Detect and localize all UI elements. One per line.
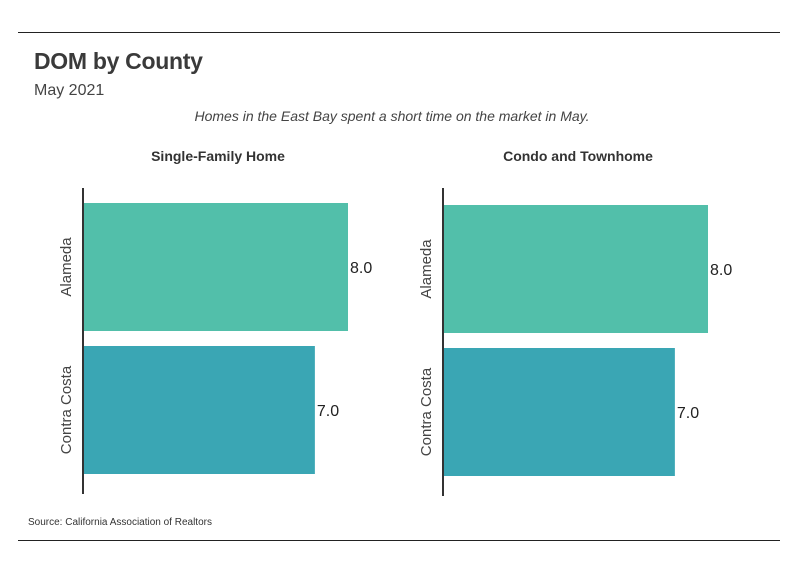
category-label-alameda-2: Alameda <box>418 239 435 299</box>
category-label-contra-costa-2: Contra Costa <box>418 367 435 456</box>
bar-contra-costa-2 <box>443 348 675 476</box>
value-label-contra-costa-2: 7.0 <box>677 405 699 422</box>
category-label-alameda-1: Alameda <box>58 237 75 297</box>
chart-note: Homes in the East Bay spent a short time… <box>194 108 590 124</box>
panel-title-single-family: Single-Family Home <box>151 148 285 164</box>
value-label-alameda-2: 8.0 <box>710 262 732 279</box>
bar-alameda-2 <box>443 205 708 333</box>
top-rule <box>18 32 780 33</box>
category-label-contra-costa-1: Contra Costa <box>58 365 75 454</box>
bar-alameda-1 <box>83 203 348 331</box>
page-subtitle: May 2021 <box>34 82 105 99</box>
bottom-rule <box>18 540 780 541</box>
bar-contra-costa-1 <box>83 346 315 474</box>
value-label-alameda-1: 8.0 <box>350 260 372 277</box>
panel-title-condo-townhome: Condo and Townhome <box>503 148 653 164</box>
source-note: Source: California Association of Realto… <box>28 517 212 528</box>
value-label-contra-costa-1: 7.0 <box>317 403 339 420</box>
page-title: DOM by County <box>34 48 203 74</box>
